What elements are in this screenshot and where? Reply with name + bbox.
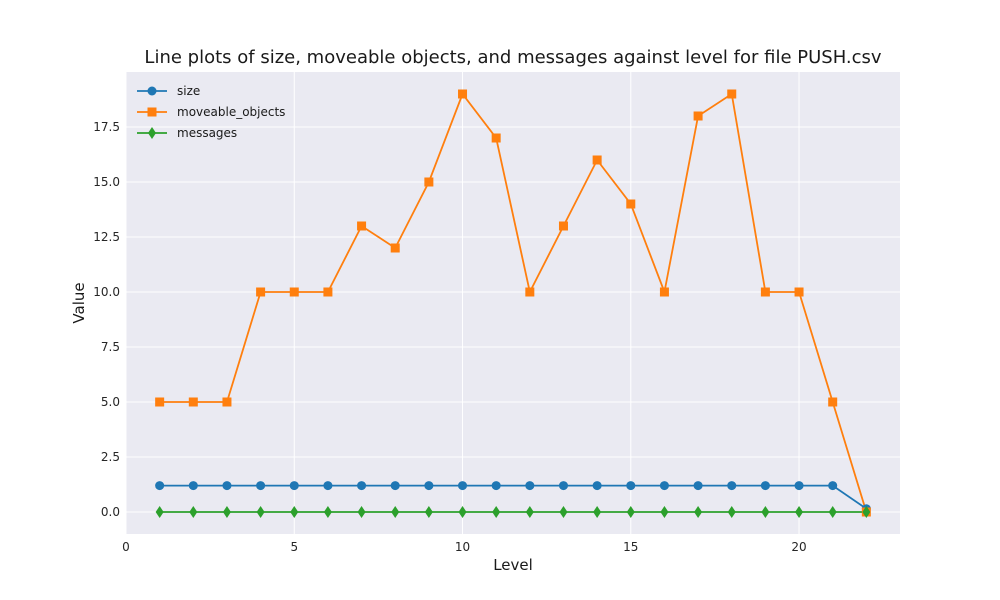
data-point-size: [256, 481, 266, 491]
data-point-moveable_objects: [693, 111, 703, 121]
data-point-size: [727, 481, 737, 491]
data-point-messages: [694, 506, 703, 518]
data-point-messages: [862, 506, 871, 518]
plot-background: [126, 72, 900, 534]
y-tick-label: 7.5: [101, 340, 120, 354]
y-tick-label: 0.0: [101, 505, 120, 519]
data-point-moveable_objects: [357, 221, 367, 231]
chart-title: Line plots of size, moveable objects, an…: [144, 47, 881, 68]
data-point-size: [289, 481, 299, 491]
data-point-moveable_objects: [222, 397, 232, 407]
data-point-messages: [458, 506, 467, 518]
data-point-moveable_objects: [289, 287, 299, 297]
data-point-messages: [525, 506, 534, 518]
data-point-messages: [357, 506, 366, 518]
data-point-moveable_objects: [626, 199, 636, 209]
data-point-size: [659, 481, 669, 491]
data-point-moveable_objects: [794, 287, 804, 297]
data-point-moveable_objects: [592, 155, 602, 165]
series-line-size: [159, 484, 867, 510]
y-axis-ticks: 0.0 2.5 5.0 7.5 10.0 12.5 15.0 17.5: [93, 120, 120, 519]
data-point-moveable_objects: [659, 287, 669, 297]
y-tick-label: 2.5: [101, 450, 120, 464]
data-point-messages: [222, 506, 231, 518]
series-lines: [159, 92, 868, 513]
y-axis-label: Value: [70, 282, 88, 323]
legend-marker-size: [147, 86, 157, 96]
data-point-size: [794, 481, 804, 491]
data-point-moveable_objects: [558, 221, 568, 231]
data-point-size: [525, 481, 535, 491]
data-point-size: [188, 481, 198, 491]
x-axis-ticks: 0 5 10 15 20: [122, 540, 807, 554]
data-point-messages: [795, 506, 804, 518]
data-point-messages: [323, 506, 332, 518]
y-tick-label: 17.5: [93, 120, 120, 134]
x-tick-label: 20: [791, 540, 806, 554]
legend-label: size: [177, 84, 200, 98]
legend: size moveable_objects messages: [137, 84, 285, 140]
data-point-size: [592, 481, 602, 491]
data-point-messages: [424, 506, 433, 518]
data-point-moveable_objects: [458, 89, 468, 99]
data-point-moveable_objects: [727, 89, 737, 99]
data-point-size: [424, 481, 434, 491]
data-point-size: [323, 481, 333, 491]
x-tick-label: 10: [455, 540, 470, 554]
y-tick-label: 12.5: [93, 230, 120, 244]
data-point-moveable_objects: [491, 133, 501, 143]
data-point-moveable_objects: [188, 397, 198, 407]
data-point-size: [491, 481, 501, 491]
data-point-moveable_objects: [323, 287, 333, 297]
y-tick-label: 15.0: [93, 175, 120, 189]
y-tick-label: 5.0: [101, 395, 120, 409]
data-point-size: [357, 481, 367, 491]
data-point-messages: [660, 506, 669, 518]
data-point-messages: [290, 506, 299, 518]
legend-marker-messages: [148, 127, 156, 139]
x-tick-label: 5: [290, 540, 298, 554]
data-point-moveable_objects: [760, 287, 770, 297]
data-point-moveable_objects: [525, 287, 535, 297]
data-point-messages: [256, 506, 265, 518]
legend-marker-moveable_objects: [147, 107, 157, 117]
data-point-messages: [155, 506, 164, 518]
legend-label: moveable_objects: [177, 105, 285, 119]
data-point-size: [828, 481, 838, 491]
x-tick-label: 15: [623, 540, 638, 554]
data-point-moveable_objects: [155, 397, 165, 407]
data-point-size: [626, 481, 636, 491]
data-point-messages: [727, 506, 736, 518]
data-point-messages: [761, 506, 770, 518]
data-point-size: [155, 481, 165, 491]
x-axis-label: Level: [493, 556, 533, 574]
data-point-moveable_objects: [828, 397, 838, 407]
data-point-size: [222, 481, 232, 491]
data-point-messages: [189, 506, 198, 518]
data-point-size: [558, 481, 568, 491]
data-point-messages: [391, 506, 400, 518]
data-point-size: [693, 481, 703, 491]
data-point-messages: [559, 506, 568, 518]
data-point-messages: [828, 506, 837, 518]
legend-label: messages: [177, 126, 237, 140]
series-line-moveable_objects: [159, 92, 868, 513]
data-point-size: [390, 481, 400, 491]
data-point-messages: [626, 506, 635, 518]
data-point-moveable_objects: [256, 287, 266, 297]
data-point-messages: [593, 506, 602, 518]
data-point-size: [458, 481, 468, 491]
y-tick-label: 10.0: [93, 285, 120, 299]
data-point-moveable_objects: [424, 177, 434, 187]
series-markers: [155, 89, 871, 518]
data-point-size: [760, 481, 770, 491]
data-point-messages: [492, 506, 501, 518]
x-tick-label: 0: [122, 540, 130, 554]
data-point-moveable_objects: [390, 243, 400, 253]
